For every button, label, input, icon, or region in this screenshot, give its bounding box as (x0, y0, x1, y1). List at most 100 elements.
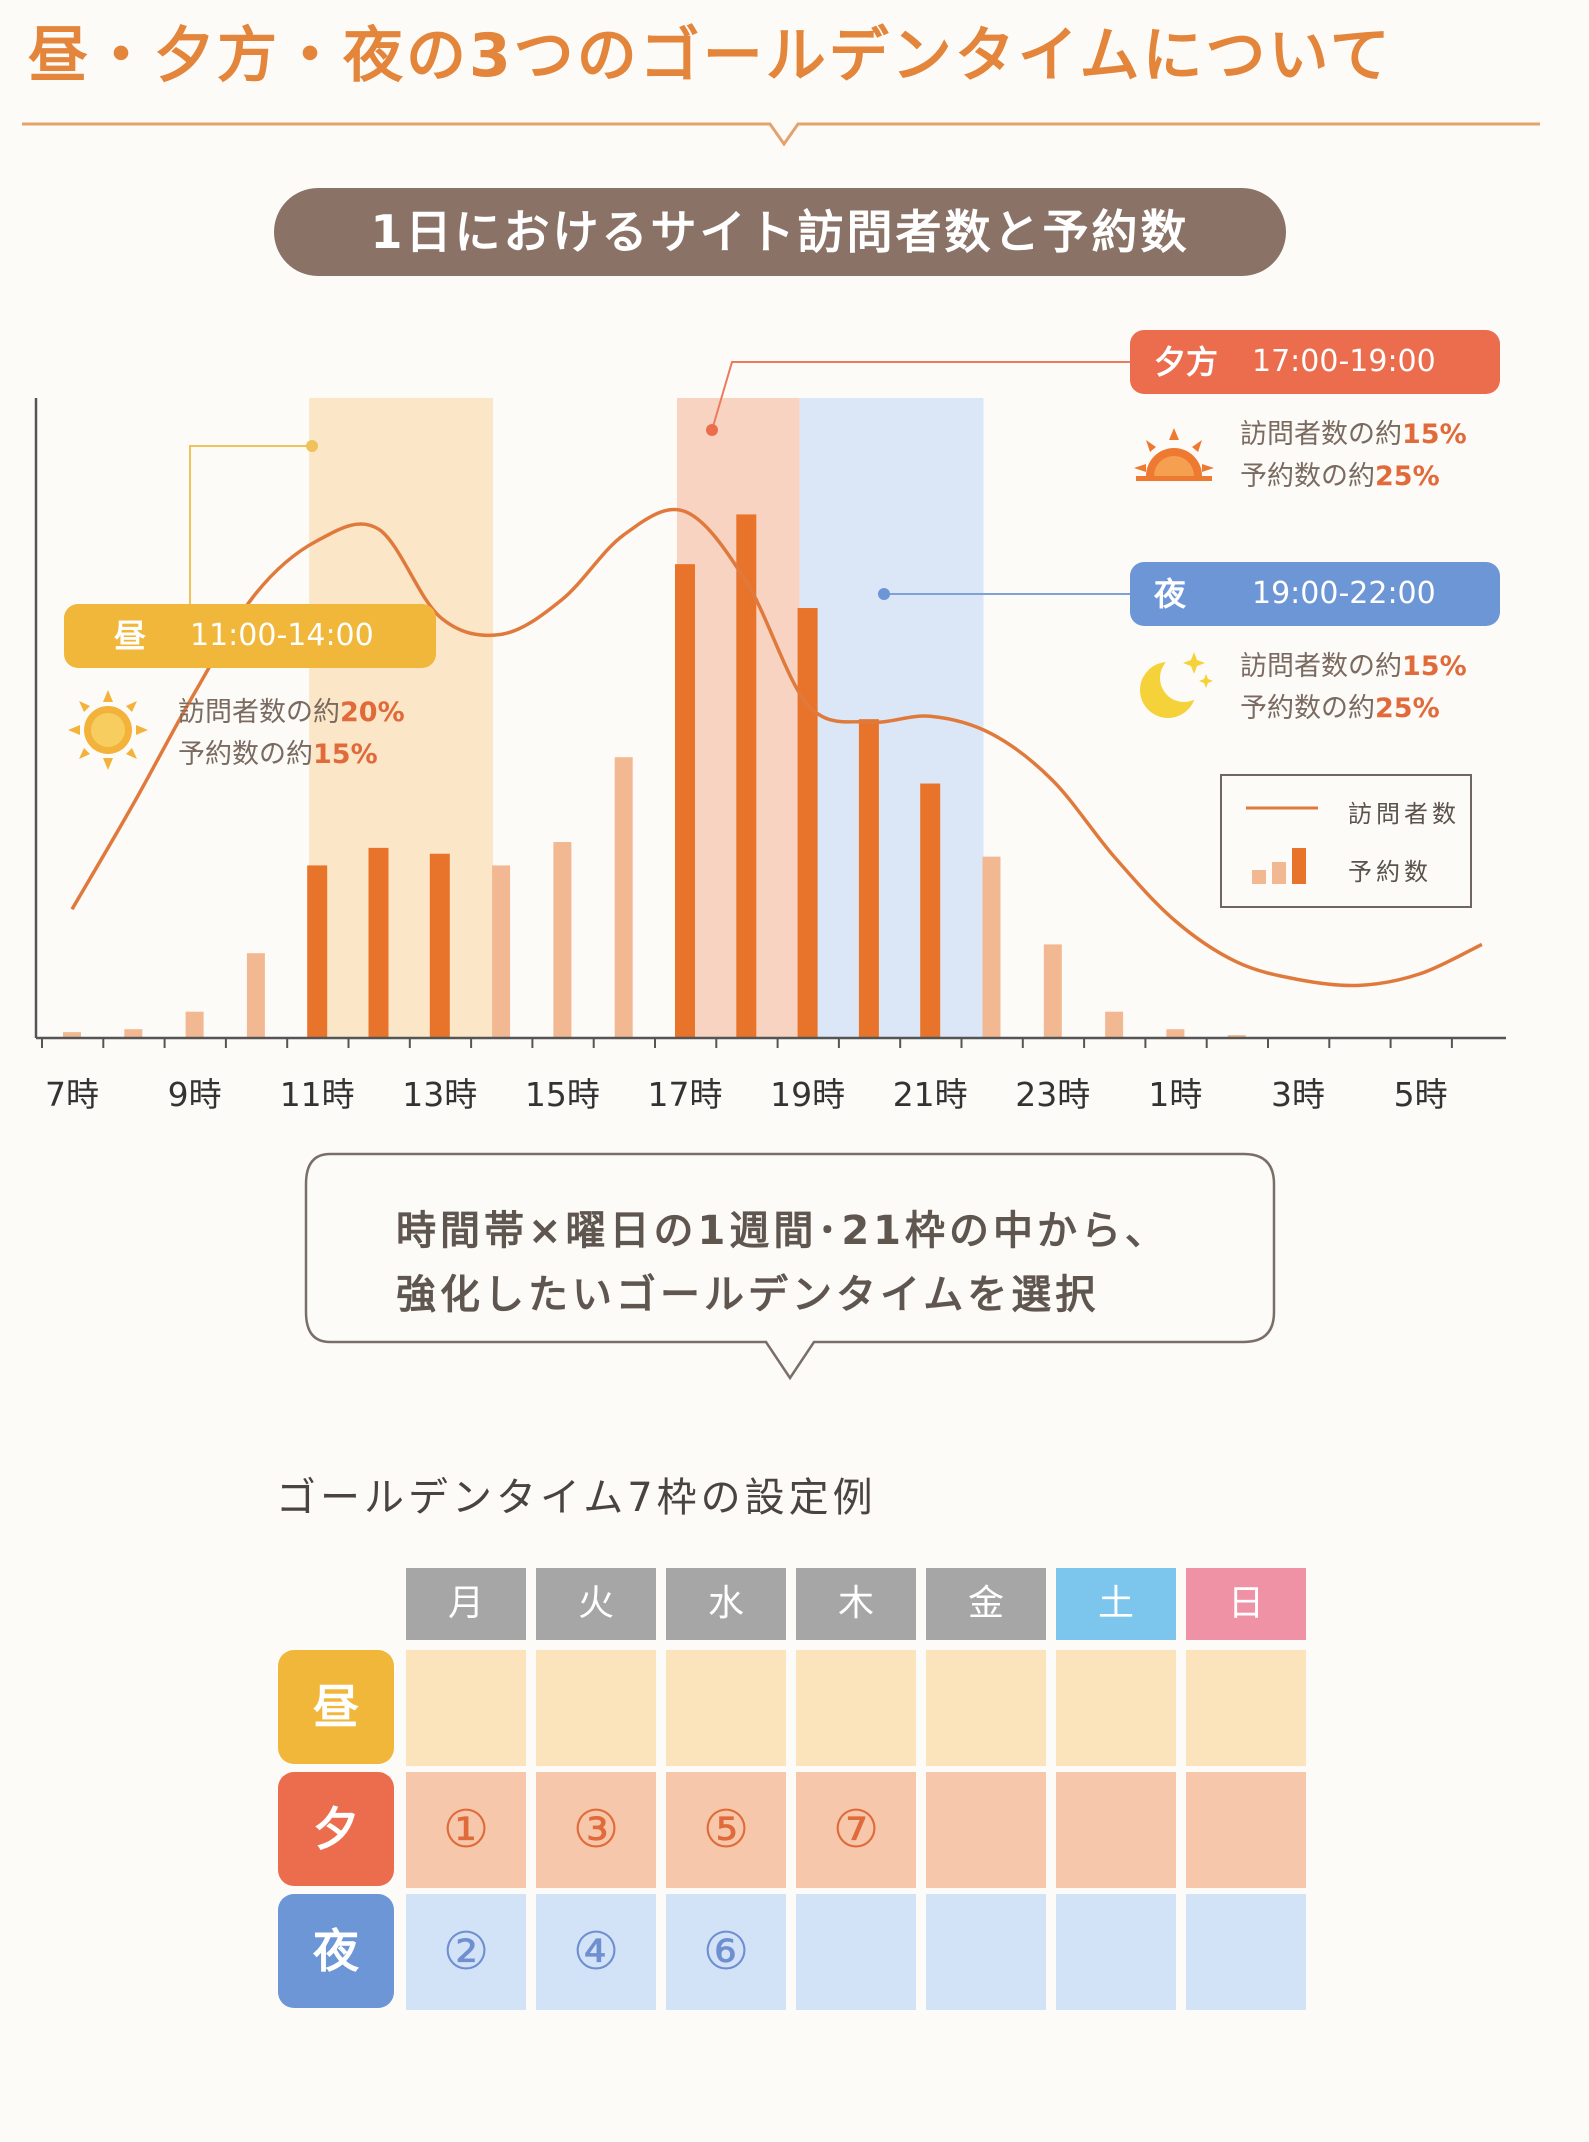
schedule-cell (1186, 1772, 1306, 1888)
booking-prefix: 予約数の約 (1240, 693, 1375, 724)
schedule-cell (1186, 1894, 1306, 2010)
x-tick-label: 9時 (168, 1075, 222, 1114)
booking-prefix: 予約数の約 (1240, 461, 1375, 492)
booking-prefix: 予約数の約 (178, 739, 313, 770)
visitors-bookings-chart: 7時 9時 11時 13時 15時 17時 19時 21時 23時 1時 3時 5時 (34, 361, 1506, 1114)
booking-bar (1227, 1035, 1246, 1038)
schedule-cell (666, 1650, 786, 1766)
day-header-6: 日 (1186, 1568, 1306, 1640)
schedule-cell (1186, 1650, 1306, 1766)
legend-bar-entry: 予約数 (1242, 846, 1462, 886)
x-tick-label: 13時 (402, 1075, 477, 1114)
day-header-4: 金 (926, 1568, 1046, 1640)
callout-day-visitors: 訪問者数の約20% (178, 690, 405, 729)
visitor-line (70, 507, 1483, 988)
x-tick-label: 17時 (648, 1075, 723, 1114)
callout-night-bookings: 予約数の約25% (1240, 686, 1440, 725)
row-label-0: 昼 (278, 1650, 394, 1764)
booking-bar (429, 853, 450, 1038)
schedule-cell: ⑤ (666, 1772, 786, 1888)
legend-line-entry: 訪問者数 (1242, 788, 1462, 828)
booking-pct: 15% (313, 739, 378, 770)
schedule-cell (926, 1772, 1046, 1888)
chart-title-pill: 1日におけるサイト訪問者数と予約数 (274, 188, 1286, 276)
callout-evening-header: 夕方 17:00-19:00 (1130, 330, 1500, 394)
booking-bar (1105, 1011, 1124, 1038)
booking-bar (124, 1029, 143, 1038)
band-昼 (309, 398, 494, 1038)
booking-bar (185, 1011, 204, 1038)
schedule-cell (926, 1650, 1046, 1766)
message-bubble (304, 1152, 1276, 1381)
x-tick-label: 5時 (1394, 1075, 1448, 1114)
message-line-2: 強化したいゴールデンタイムを選択 (396, 1272, 1100, 1318)
callout-night-header: 夜 19:00-22:00 (1130, 562, 1500, 626)
visitor-pct: 20% (340, 697, 405, 728)
x-tick-label: 23時 (1015, 1075, 1090, 1114)
booking-pct: 25% (1375, 693, 1440, 724)
schedule-cell (536, 1650, 656, 1766)
leader-evening-dot (706, 424, 718, 436)
day-header-3: 木 (796, 1568, 916, 1640)
schedule-cell (1056, 1772, 1176, 1888)
message-line-1: 時間帯×曜日の1週間･21枠の中から、 (396, 1208, 1170, 1254)
callout-night-visitors: 訪問者数の約15% (1240, 644, 1467, 683)
sun-icon (68, 690, 148, 770)
callout-evening-bookings: 予約数の約25% (1240, 454, 1440, 493)
booking-bar (368, 847, 389, 1038)
schedule-cell (1056, 1894, 1176, 2010)
booking-bar (982, 856, 1001, 1038)
schedule-cell: ② (406, 1894, 526, 2010)
booking-bar (553, 842, 572, 1038)
schedule-cell: ④ (536, 1894, 656, 2010)
booking-bar (736, 514, 757, 1038)
booking-bar (614, 757, 633, 1038)
schedule-cell (796, 1650, 916, 1766)
schedule-title: ゴールデンタイム7枠の設定例 (276, 1475, 877, 1521)
booking-bar (307, 865, 328, 1038)
booking-bar (1166, 1029, 1185, 1038)
x-tick-label: 21時 (893, 1075, 968, 1114)
booking-bar (1043, 944, 1062, 1038)
schedule-cell (406, 1650, 526, 1766)
booking-bar (246, 953, 265, 1038)
callout-evening-time: 17:00-19:00 (1252, 344, 1436, 379)
x-tick-label: 1時 (1148, 1075, 1202, 1114)
callout-day-label: 昼 (114, 617, 147, 655)
booking-bar (858, 719, 879, 1038)
row-label-1: 夕 (278, 1772, 394, 1886)
legend-bar-label: 予約数 (1348, 858, 1432, 886)
leader-day-dot (306, 440, 318, 452)
visitor-prefix: 訪問者数の約 (1240, 419, 1402, 450)
day-header-2: 水 (666, 1568, 786, 1640)
day-header-1: 火 (536, 1568, 656, 1640)
schedule-cell: ① (406, 1772, 526, 1888)
booking-pct: 25% (1375, 461, 1440, 492)
callout-night-time: 19:00-22:00 (1252, 576, 1436, 611)
callout-day-header: 昼 11:00-14:00 (64, 604, 436, 668)
x-tick-label: 7時 (45, 1075, 99, 1114)
day-header-0: 月 (406, 1568, 526, 1640)
callout-day-bookings: 予約数の約15% (178, 732, 378, 771)
booking-bar (492, 865, 511, 1038)
schedule-cell (926, 1894, 1046, 2010)
title-divider (22, 122, 1540, 147)
schedule-cell: ⑥ (666, 1894, 786, 2010)
callout-evening-label: 夕方 (1154, 343, 1219, 381)
schedule-cell (796, 1894, 916, 2010)
callout-night-label: 夜 (1154, 575, 1187, 613)
callout-day-time: 11:00-14:00 (190, 618, 374, 653)
moon-icon (1140, 652, 1213, 718)
booking-bar (675, 564, 695, 1038)
schedule-cell (1056, 1650, 1176, 1766)
booking-bar (797, 608, 818, 1038)
schedule-cell: ⑦ (796, 1772, 916, 1888)
callout-evening-visitors: 訪問者数の約15% (1240, 412, 1467, 451)
visitor-pct: 15% (1402, 651, 1467, 682)
x-tick-label: 19時 (770, 1075, 845, 1114)
booking-bar (920, 783, 941, 1038)
x-tick-label: 11時 (280, 1075, 355, 1114)
legend-bar-swatch (1252, 848, 1306, 884)
page-title: 昼・夕方・夜の3つのゴールデンタイムについて (28, 21, 1393, 91)
sunset-icon (1134, 428, 1214, 481)
